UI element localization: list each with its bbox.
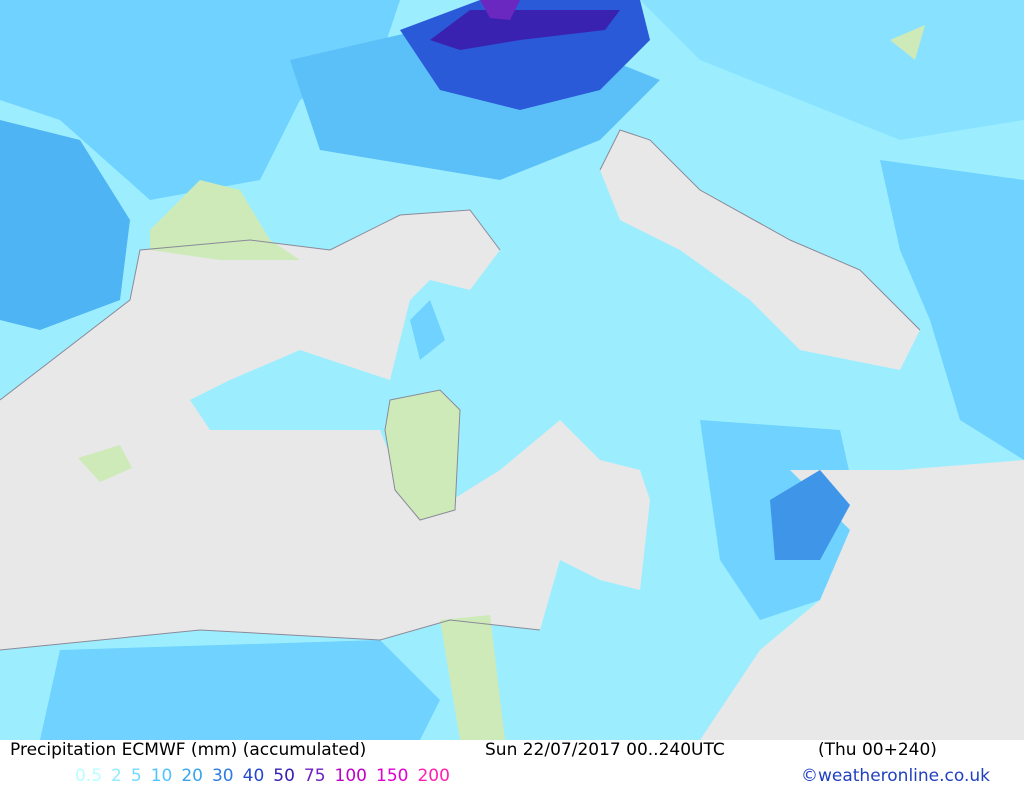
legend-entry: 30 (211, 766, 234, 786)
legend-entry: 20 (181, 766, 203, 786)
legend: 0.5 2 5 10 20 30 40 50 75 100 150 200 (75, 766, 459, 786)
legend-entry: 2 (111, 766, 122, 786)
precipitation-map (0, 0, 1024, 740)
legend-entry: 40 (242, 766, 265, 786)
legend-entry: 10 (150, 766, 173, 786)
legend-entry: 200 (417, 766, 450, 786)
valid-time: (Thu 00+240) (818, 740, 937, 760)
legend-entry: 50 (273, 766, 295, 786)
map-title: Precipitation ECMWF (mm) (accumulated) (10, 740, 367, 760)
legend-entry: 0.5 (75, 766, 103, 786)
credit[interactable]: ©weatheronline.co.uk (800, 766, 990, 786)
legend-entry: 75 (303, 766, 326, 786)
legend-entry: 100 (334, 766, 367, 786)
legend-entry: 150 (376, 766, 409, 786)
run-time: Sun 22/07/2017 00..240UTC (485, 740, 725, 760)
legend-entry: 5 (130, 766, 142, 786)
